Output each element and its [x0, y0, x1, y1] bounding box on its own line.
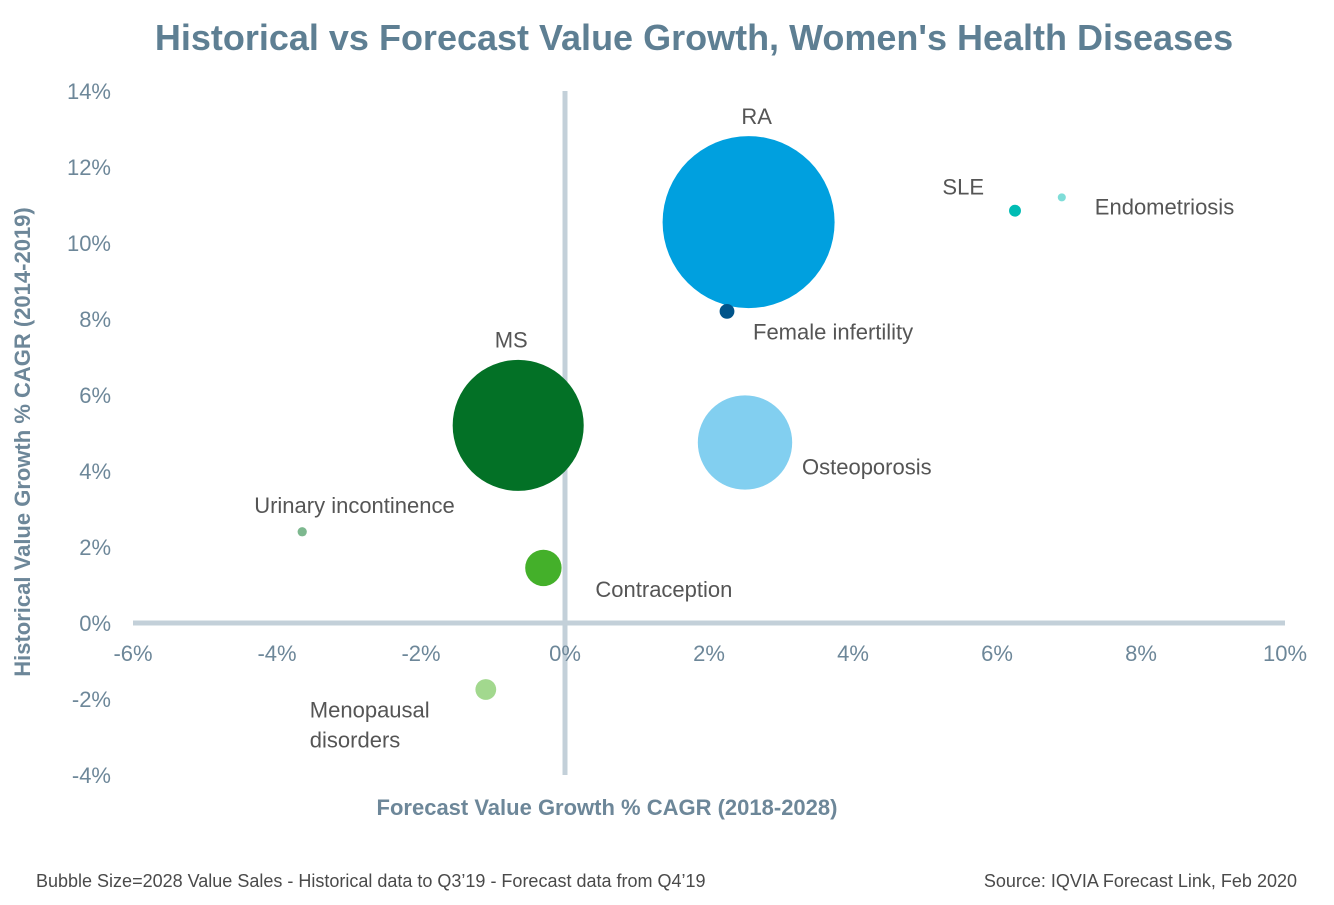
- bubble-label-line: Female infertility: [753, 319, 913, 344]
- x-axis-title: Forecast Value Growth % CAGR (2018-2028): [377, 795, 838, 820]
- bubble-menopausal-disorders: [475, 679, 497, 700]
- chart-title: Historical vs Forecast Value Growth, Wom…: [155, 17, 1233, 58]
- bubble-label-menopausal-disorders: Menopausal disorders: [310, 698, 430, 753]
- bubble-label-line: RA: [741, 104, 772, 129]
- x-tick-label: 2%: [693, 641, 725, 666]
- x-tick-label: -6%: [113, 641, 152, 666]
- bubble-female-infertility: [719, 304, 735, 319]
- bubble-label-contraception: Contraception: [595, 577, 732, 602]
- bubble-label-line: SLE: [942, 175, 984, 200]
- x-tick-label: 0%: [549, 641, 581, 666]
- y-axis-title: Historical Value Growth % CAGR (2014-201…: [10, 207, 35, 677]
- bubble-endometriosis: [1057, 193, 1066, 202]
- y-tick-label: 8%: [79, 307, 111, 332]
- bubble-label-line: Contraception: [595, 577, 732, 602]
- bubble-label-ms: MS: [495, 327, 528, 352]
- bubble-label-line: disorders: [310, 728, 400, 753]
- x-tick-label: 4%: [837, 641, 869, 666]
- bubble-osteoporosis: [697, 395, 793, 490]
- x-tick-label: 10%: [1263, 641, 1307, 666]
- y-tick-label: -2%: [72, 687, 111, 712]
- y-tick-label: -4%: [72, 763, 111, 788]
- footnote-bubble-size: Bubble Size=2028 Value Sales - Historica…: [36, 871, 706, 891]
- y-tick-label: 14%: [67, 79, 111, 104]
- tick-labels: -6% -4% -2% 0% 2% 4% 6% 8% 10% -4% -2% 0% 2% 4% 6% 8% 10…: [67, 79, 1307, 788]
- bubble-label-sle: SLE: [942, 175, 984, 200]
- bubble-ms: [452, 359, 584, 491]
- y-tick-label: 6%: [79, 383, 111, 408]
- y-tick-label: 12%: [67, 155, 111, 180]
- bubble-label-endometriosis: Endometriosis: [1095, 194, 1234, 219]
- bubble-contraception: [525, 549, 562, 587]
- bubble-ra: [662, 136, 835, 309]
- bubble-label-line: Osteoporosis: [802, 455, 932, 480]
- y-tick-label: 4%: [79, 459, 111, 484]
- bubble-label-urinary-incontinence: Urinary incontinence: [254, 493, 455, 518]
- x-tick-label: -4%: [257, 641, 296, 666]
- bubble-urinary-incontinence: [297, 527, 307, 537]
- bubble-label-line: Menopausal: [310, 698, 430, 723]
- bubble-label-line: MS: [495, 327, 528, 352]
- bubbles: [297, 136, 1066, 700]
- bubble-label-osteoporosis: Osteoporosis: [802, 455, 932, 480]
- bubble-labels: RA SLE Endometriosis Female infertility MS Os…: [254, 104, 1234, 752]
- y-tick-label: 10%: [67, 231, 111, 256]
- x-tick-label: 6%: [981, 641, 1013, 666]
- y-tick-label: 0%: [79, 611, 111, 636]
- bubble-label-female-infertility: Female infertility: [753, 319, 913, 344]
- x-tick-label: 8%: [1125, 641, 1157, 666]
- footnote-source: Source: IQVIA Forecast Link, Feb 2020: [984, 871, 1297, 891]
- bubble-label-line: Urinary incontinence: [254, 493, 455, 518]
- x-tick-label: -2%: [401, 641, 440, 666]
- bubble-label-ra: RA: [741, 104, 772, 129]
- bubble-sle: [1009, 204, 1021, 217]
- bubble-label-line: Endometriosis: [1095, 194, 1234, 219]
- y-tick-label: 2%: [79, 535, 111, 560]
